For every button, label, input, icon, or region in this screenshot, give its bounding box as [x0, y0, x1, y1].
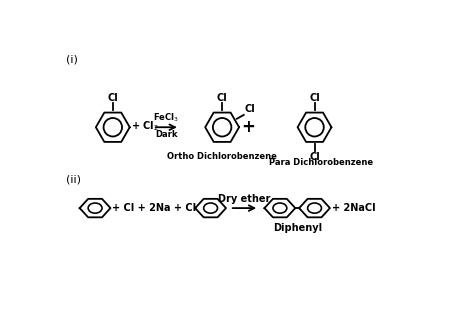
Text: (i): (i) [66, 54, 78, 64]
Text: Cl: Cl [245, 104, 255, 114]
Text: Para Dichlorobenzene: Para Dichlorobenzene [269, 158, 373, 167]
Text: Cl: Cl [108, 93, 118, 103]
Text: + Cl$_2$: + Cl$_2$ [131, 119, 159, 133]
Text: Cl: Cl [309, 93, 320, 103]
Text: Cl: Cl [309, 152, 320, 162]
Text: Dark: Dark [155, 130, 178, 139]
Text: FeCl$_3$: FeCl$_3$ [154, 112, 179, 124]
Text: Cl: Cl [217, 93, 228, 103]
Text: Diphenyl: Diphenyl [273, 223, 322, 234]
Text: Ortho Dichlorobenzene: Ortho Dichlorobenzene [167, 152, 277, 161]
Text: + Cl + 2Na + Cl: + Cl + 2Na + Cl [112, 203, 196, 213]
Text: + 2NaCl: + 2NaCl [332, 203, 376, 213]
Text: Dry ether: Dry ether [219, 194, 271, 204]
Text: (ii): (ii) [66, 175, 81, 185]
Text: +: + [241, 118, 255, 136]
